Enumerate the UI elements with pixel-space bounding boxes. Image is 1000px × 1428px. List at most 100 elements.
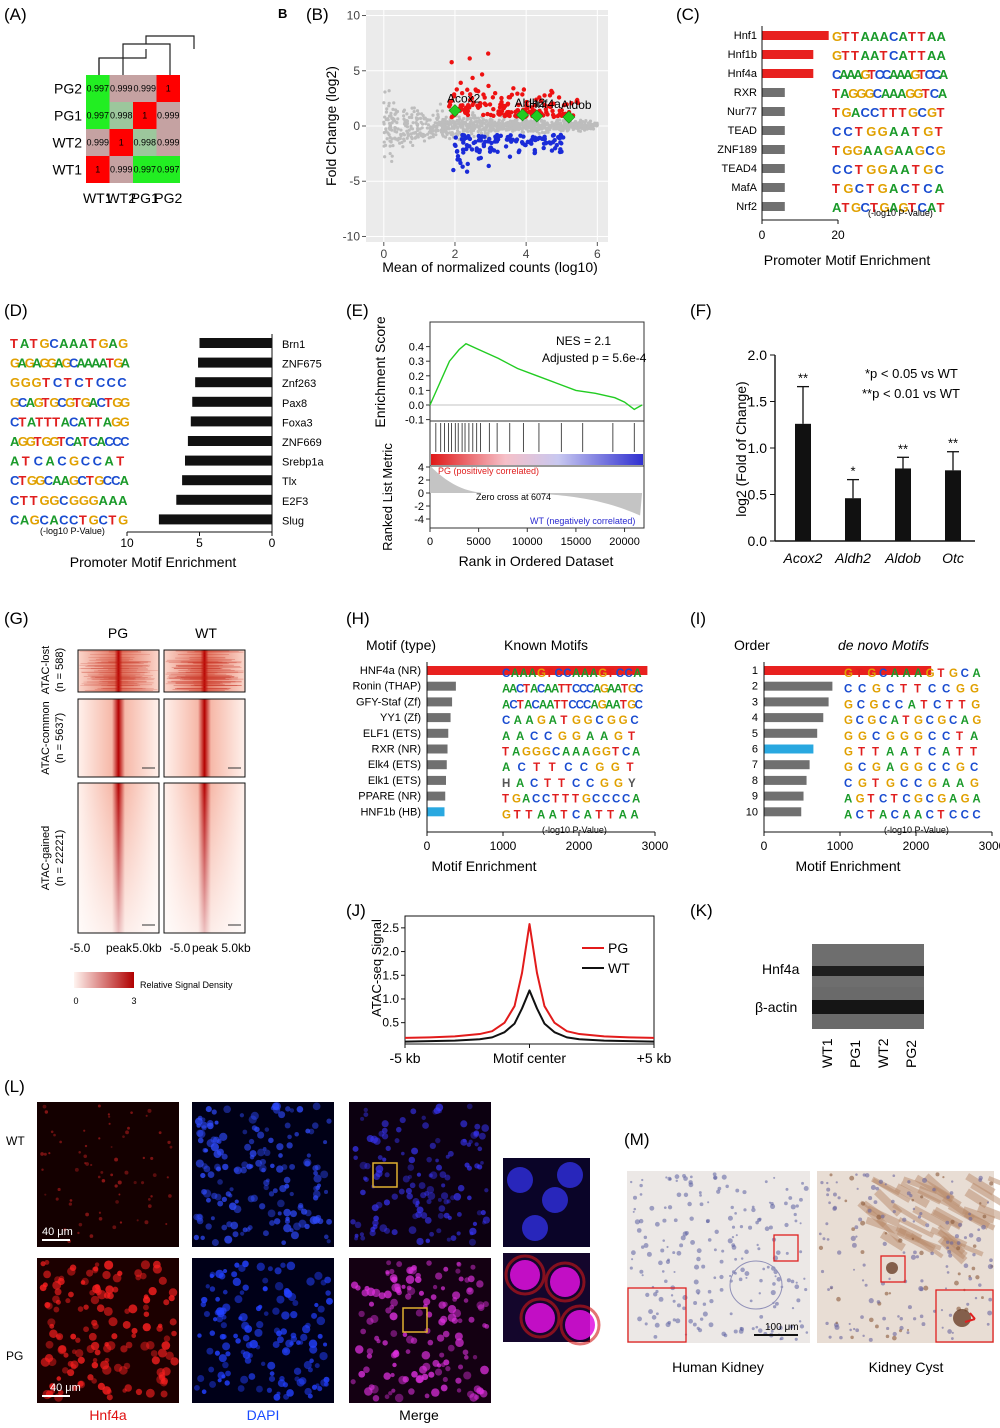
motif-letter: C bbox=[10, 414, 20, 429]
fluorescent-cell bbox=[390, 1298, 398, 1307]
category-label: Hnf4a bbox=[728, 68, 758, 80]
lane-label: PG2 bbox=[903, 1040, 919, 1068]
nucleus bbox=[716, 1189, 721, 1194]
motif-letter: G bbox=[956, 684, 965, 696]
fluorescent-cell bbox=[482, 1301, 489, 1308]
fluorescent-cell bbox=[234, 1262, 240, 1268]
x-tick-label: Motif center bbox=[493, 1050, 566, 1066]
fluorescent-cell bbox=[202, 1189, 212, 1198]
scatter-point bbox=[542, 119, 546, 123]
nucleus bbox=[727, 1238, 733, 1244]
scatter-point bbox=[536, 127, 540, 131]
nucleus bbox=[749, 1299, 753, 1303]
category-label: ELF1 (ETS) bbox=[363, 728, 421, 740]
scale-bar-label: 40 μm bbox=[42, 1226, 73, 1238]
fluorescent-cell bbox=[217, 1371, 225, 1380]
scatter-point bbox=[382, 144, 386, 148]
fluorescent-cell bbox=[268, 1191, 275, 1197]
motif-letter: G bbox=[49, 493, 59, 508]
motif-letter: A bbox=[509, 684, 517, 696]
motif-letter: A bbox=[914, 668, 922, 680]
nucleus bbox=[945, 1240, 950, 1244]
fluorescent-cell bbox=[405, 1275, 415, 1284]
motif-letter: A bbox=[103, 414, 113, 429]
motif-letter: G bbox=[595, 762, 604, 774]
highlight-marker bbox=[530, 109, 544, 123]
motif-letter: G bbox=[878, 162, 888, 177]
fluorescent-cell bbox=[92, 1357, 98, 1363]
nucleus bbox=[641, 1274, 644, 1277]
motif-letter: T bbox=[935, 124, 943, 139]
fluorescent-cell bbox=[412, 1198, 420, 1205]
motif-letter: T bbox=[81, 434, 89, 449]
fluorescent-cell bbox=[205, 1223, 212, 1230]
motif-letter: A bbox=[839, 67, 849, 82]
motif-letter: C bbox=[10, 473, 20, 488]
bar bbox=[190, 416, 272, 427]
nucleus bbox=[748, 1225, 753, 1230]
scatter-point bbox=[436, 123, 440, 127]
fibrous-stain bbox=[879, 1230, 906, 1252]
scatter-point bbox=[447, 120, 452, 124]
fluorescent-cell bbox=[90, 1163, 93, 1167]
bar bbox=[764, 666, 932, 675]
fluorescent-cell bbox=[207, 1171, 215, 1178]
scatter-point-up bbox=[503, 112, 508, 117]
scatter-point-up bbox=[458, 80, 463, 86]
heatmap-cell bbox=[156, 156, 180, 183]
motif-letter: C bbox=[572, 778, 580, 790]
bar bbox=[182, 475, 272, 486]
fluorescent-cell bbox=[241, 1161, 249, 1169]
nucleus bbox=[734, 1212, 737, 1215]
scatter-point bbox=[443, 135, 448, 139]
motif-letter: G bbox=[937, 794, 946, 806]
motif-letter: G bbox=[949, 668, 958, 680]
fluorescent-cell bbox=[59, 1140, 62, 1144]
scatter-point-up bbox=[462, 110, 468, 115]
lane-label: PG1 bbox=[847, 1040, 863, 1068]
fluorescent-cell bbox=[90, 1341, 100, 1351]
motif-letter: C bbox=[832, 67, 842, 82]
fluorescent-cell bbox=[197, 1333, 202, 1338]
motif-letter: A bbox=[61, 473, 71, 488]
scatter-point bbox=[544, 127, 548, 131]
motif-letter: A bbox=[546, 699, 554, 711]
motif-letter: G bbox=[18, 434, 28, 449]
nucleus bbox=[693, 1264, 700, 1270]
motif-letter: A bbox=[120, 473, 130, 488]
motif-letter: T bbox=[595, 809, 602, 821]
nucleus bbox=[923, 1285, 929, 1291]
scatter-point-up bbox=[552, 114, 557, 119]
motif-letter: C bbox=[77, 473, 87, 488]
nucleus bbox=[922, 1177, 928, 1183]
nucleus bbox=[946, 1246, 950, 1250]
fluorescent-cell bbox=[418, 1290, 425, 1296]
cell-value: 1 bbox=[142, 111, 147, 121]
fluorescent-cell bbox=[283, 1176, 291, 1184]
motif-letter: A bbox=[26, 395, 36, 410]
channel-dapi: DAPI bbox=[247, 1407, 280, 1423]
scatter-point-down bbox=[464, 135, 469, 141]
fluorescent-cell bbox=[242, 1334, 250, 1342]
motif-letter: A bbox=[886, 747, 894, 759]
fluorescent-cell bbox=[369, 1230, 376, 1237]
panel-label-h: (H) bbox=[346, 609, 370, 628]
cell-value: 1 bbox=[119, 138, 124, 148]
panel-label-b-small: B bbox=[278, 6, 287, 21]
motif-letter: T bbox=[920, 699, 927, 711]
fluorescent-cell bbox=[416, 1237, 424, 1246]
motif-letter: A bbox=[89, 395, 99, 410]
motif-letter: A bbox=[502, 762, 510, 774]
motif-letter: T bbox=[30, 493, 38, 508]
scatter-point-down bbox=[467, 136, 473, 142]
nucleus bbox=[828, 1335, 832, 1339]
motif-letter: G bbox=[598, 668, 607, 680]
bar bbox=[764, 744, 814, 754]
scatter-point bbox=[584, 118, 588, 123]
y-tick-label: 1.5 bbox=[748, 394, 768, 410]
nucleus bbox=[653, 1292, 658, 1297]
cell-value: 0.999 bbox=[157, 111, 180, 121]
bar bbox=[427, 791, 446, 801]
motif-letter: G bbox=[69, 454, 79, 469]
nucleus bbox=[755, 1220, 759, 1225]
